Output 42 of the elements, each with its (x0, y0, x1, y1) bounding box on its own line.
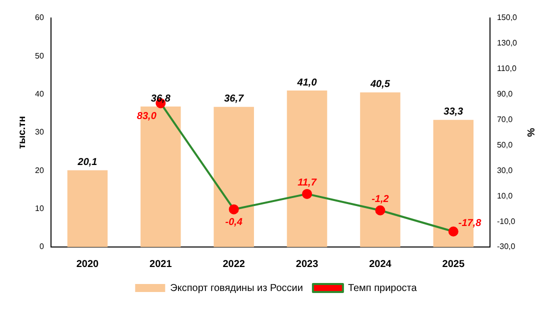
y-tick-label: 0 (39, 242, 44, 252)
bar (214, 106, 254, 247)
bar (360, 92, 400, 247)
bar (286, 90, 328, 247)
y-tick-label: 40 (34, 90, 44, 99)
data-label: 20,1 (76, 157, 98, 168)
data-label: 40,5 (369, 79, 390, 90)
y2-tick-label: -30,0 (496, 242, 516, 252)
data-label: 83,0 (136, 110, 157, 122)
data-label: -17,8 (458, 218, 482, 230)
y-tick-label: 60 (34, 13, 44, 22)
y2-axis-title: % (524, 128, 536, 138)
data-label: 36,8 (150, 93, 171, 104)
x-tick-label: 2025 (442, 258, 465, 270)
legend-label: Темп прироста (348, 282, 418, 294)
y2-tick-label: 130,0 (496, 38, 518, 48)
y-tick-label: 20 (34, 166, 44, 175)
data-label: 36,7 (224, 94, 244, 105)
y-axis-title: тыс.тн (16, 116, 28, 149)
y-tick-label: 30 (34, 128, 44, 137)
y2-tick-label: -10,0 (496, 216, 516, 226)
data-label: 11,7 (298, 178, 317, 189)
data-label: 33,3 (444, 106, 464, 118)
y2-tick-label: 110,0 (496, 64, 517, 74)
x-tick-label: 2022 (222, 258, 246, 270)
x-tick-label: 2023 (296, 258, 319, 270)
data-label: 41,0 (296, 77, 318, 88)
y2-tick-label: 10,0 (496, 191, 514, 200)
x-tick-label: 2024 (369, 258, 392, 270)
legend-label: Экспорт говядины из России (170, 282, 303, 294)
y-tick-label: 10 (34, 204, 44, 214)
y2-tick-label: 50,0 (496, 140, 514, 150)
x-tick-label: 2021 (150, 258, 172, 270)
y2-tick-label: 30,0 (496, 166, 514, 175)
bar (67, 170, 108, 247)
data-label: -0,4 (225, 217, 243, 228)
data-label: -1,2 (372, 194, 390, 206)
x-tick-label: 2020 (76, 258, 100, 270)
y-tick-label: 50 (34, 51, 44, 60)
y2-tick-label: 70,0 (496, 114, 514, 124)
y2-tick-label: 90,0 (496, 90, 514, 99)
y2-tick-label: 150,0 (496, 13, 518, 22)
